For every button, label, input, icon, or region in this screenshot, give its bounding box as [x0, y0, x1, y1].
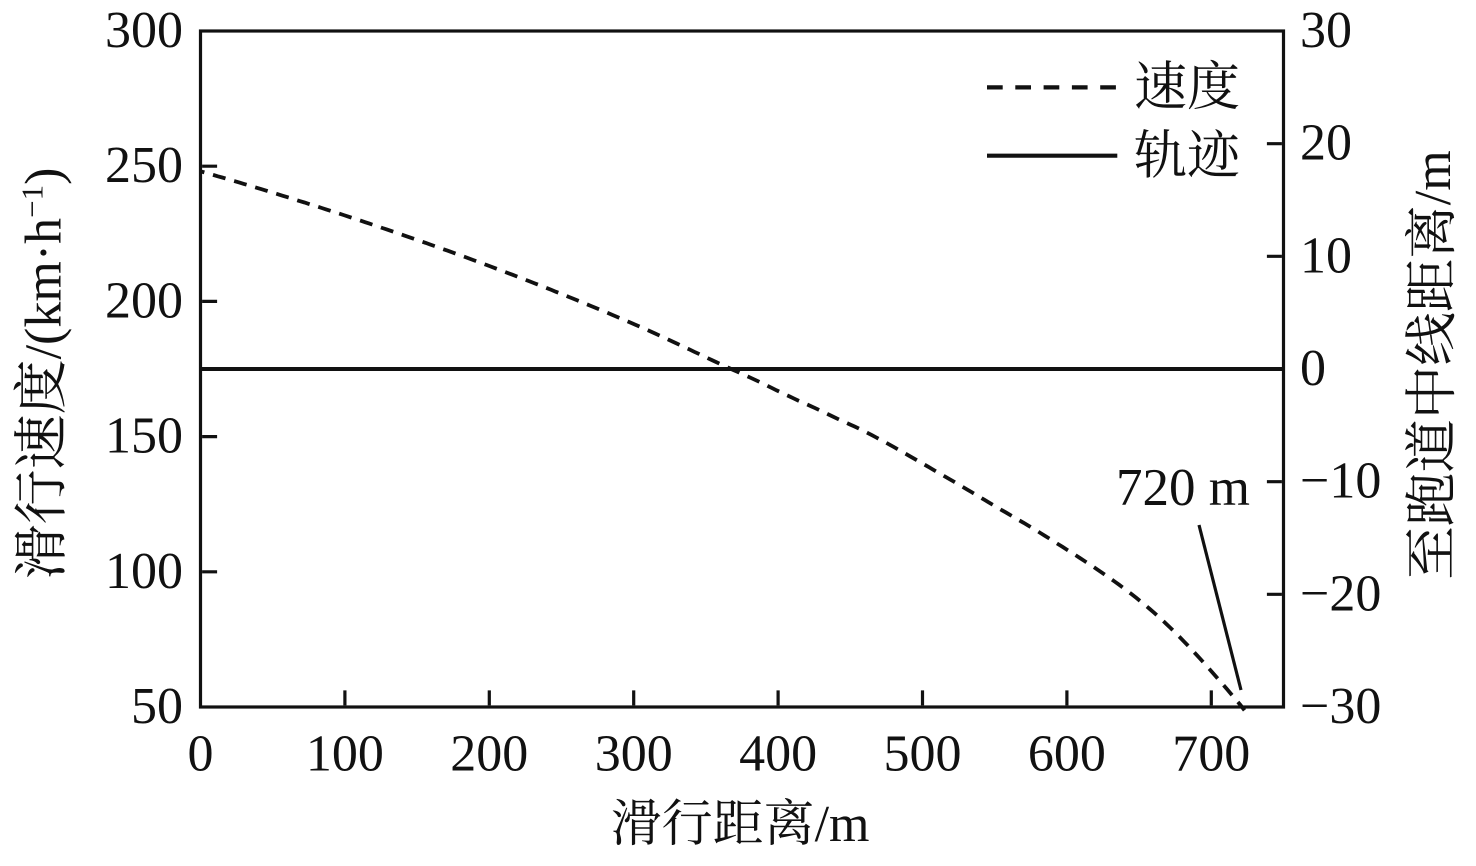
svg-text:200: 200	[450, 726, 528, 783]
svg-text:100: 100	[105, 543, 183, 600]
svg-text:10: 10	[1300, 227, 1352, 284]
svg-text:−10: −10	[1300, 453, 1381, 510]
svg-text:300: 300	[105, 2, 183, 59]
svg-text:400: 400	[739, 726, 817, 783]
svg-text:/m: /m	[1405, 150, 1462, 205]
svg-text:720 m: 720 m	[1116, 459, 1250, 517]
svg-text:0: 0	[188, 726, 214, 783]
svg-text:300: 300	[595, 726, 673, 783]
svg-text:−30: −30	[1300, 678, 1381, 735]
svg-text:): )	[15, 168, 72, 185]
svg-text:−1: −1	[14, 185, 49, 218]
svg-text:500: 500	[884, 726, 962, 783]
svg-text:250: 250	[105, 137, 183, 194]
svg-text:100: 100	[306, 726, 384, 783]
svg-text:150: 150	[105, 408, 183, 465]
svg-text:50: 50	[131, 678, 183, 735]
svg-text:200: 200	[105, 272, 183, 329]
svg-text:0: 0	[1300, 340, 1326, 397]
svg-text:/m: /m	[815, 796, 870, 853]
svg-text:600: 600	[1028, 726, 1106, 783]
svg-text:700: 700	[1172, 726, 1250, 783]
svg-text:20: 20	[1300, 115, 1352, 172]
svg-text:/(km·h: /(km·h	[15, 218, 72, 360]
svg-text:−20: −20	[1300, 565, 1381, 622]
svg-text:30: 30	[1300, 2, 1352, 59]
